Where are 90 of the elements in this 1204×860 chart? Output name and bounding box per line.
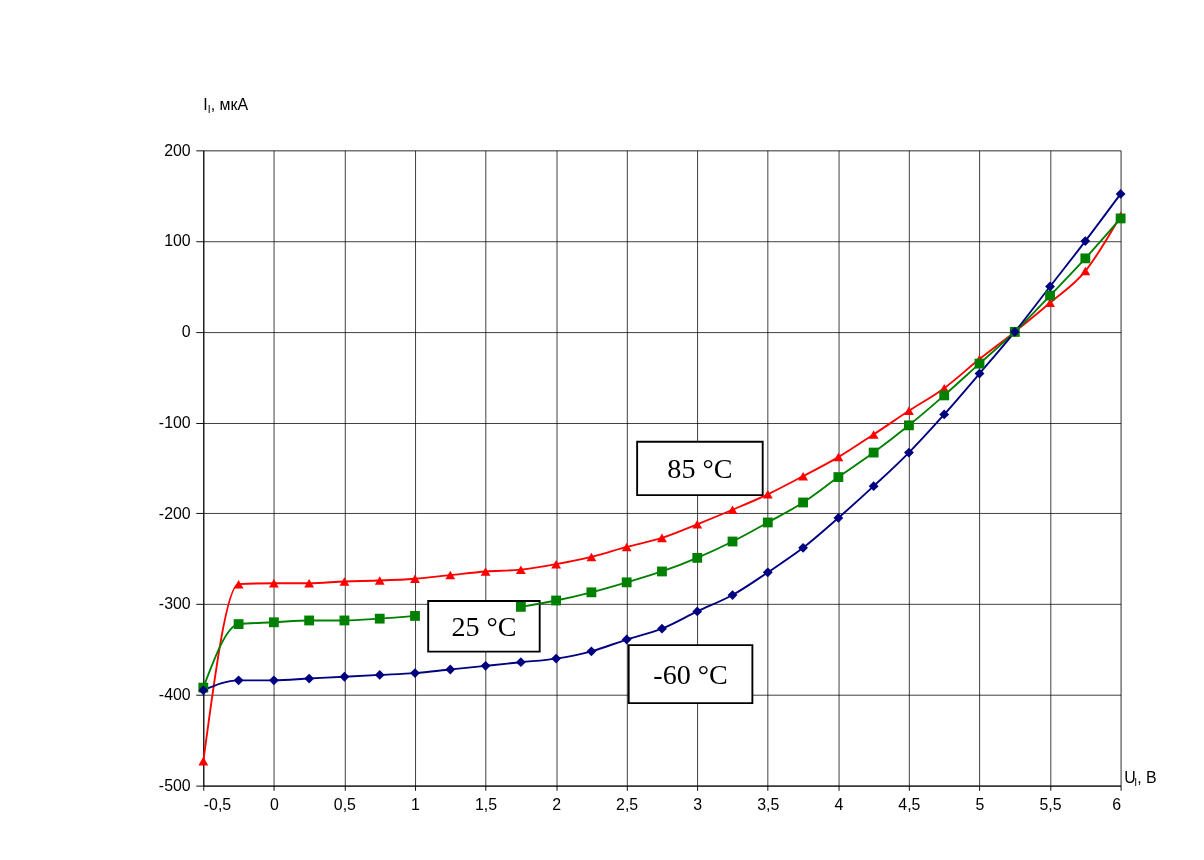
x-tick-label: 0 [269, 796, 279, 814]
point [762, 517, 773, 528]
series-label: 85 °C [667, 452, 733, 484]
x-tick-label: 1,5 [474, 796, 498, 814]
point [1115, 213, 1126, 224]
y-tick-label: -400 [158, 686, 191, 704]
point [374, 613, 385, 624]
point [445, 664, 456, 675]
point [515, 601, 526, 612]
x-tick-label: 5 [975, 796, 985, 814]
point [410, 611, 420, 621]
point [727, 505, 738, 514]
y-tick-label: 200 [164, 141, 191, 159]
point [727, 590, 738, 600]
x-tick-label: 3,5 [757, 796, 780, 814]
point [904, 420, 914, 431]
point [480, 567, 491, 576]
y-tick-label: 100 [164, 232, 191, 250]
point [762, 490, 773, 499]
point [868, 447, 879, 458]
point [233, 675, 244, 686]
point [621, 634, 632, 645]
y-tick-label: -200 [158, 504, 191, 522]
point [868, 481, 879, 492]
x-tick-label: 1 [411, 796, 421, 814]
x-tick-label: -0,5 [203, 796, 232, 814]
point [974, 368, 985, 379]
point [798, 497, 808, 508]
point [621, 577, 632, 588]
x-tick-label: 4,5 [898, 796, 921, 814]
x-tick-label: 2 [552, 796, 562, 814]
x-tick-label: 6 [1112, 796, 1122, 814]
point [551, 653, 562, 664]
x-tick-label: 0,5 [333, 796, 357, 814]
point [304, 579, 315, 588]
point [798, 542, 808, 553]
point [374, 576, 385, 585]
y-tick-label: -100 [158, 413, 191, 431]
series-label: -60 °C [653, 658, 728, 690]
series-label: 25 °C [451, 610, 517, 642]
point [268, 617, 279, 628]
point [339, 577, 350, 586]
point [586, 587, 597, 598]
point [304, 615, 315, 626]
point [304, 673, 315, 684]
x-tick-label: 5,5 [1039, 796, 1062, 814]
point [621, 542, 632, 552]
point [551, 595, 562, 606]
point [445, 570, 456, 580]
point [939, 409, 950, 420]
x-tick-label: 4 [834, 796, 844, 814]
point [268, 579, 279, 588]
y-tick-label: 0 [181, 323, 191, 341]
point [692, 552, 703, 563]
point [339, 671, 350, 682]
point [657, 566, 667, 577]
point [480, 660, 491, 671]
point [868, 430, 879, 439]
point [904, 406, 914, 416]
point [833, 472, 844, 482]
point [939, 390, 950, 401]
point [586, 552, 597, 562]
x-tick-label: 2,5 [616, 796, 639, 814]
point [904, 447, 914, 458]
point [1045, 281, 1055, 292]
y-tick-label: -300 [158, 595, 191, 613]
point [833, 452, 844, 462]
point [268, 675, 279, 686]
point [374, 670, 385, 680]
point [692, 606, 703, 617]
point [515, 657, 526, 668]
point [1080, 266, 1091, 276]
point [1115, 189, 1126, 199]
point [657, 533, 667, 543]
point [974, 358, 985, 369]
point [833, 513, 844, 523]
point [198, 756, 209, 766]
y-tick-label: -500 [158, 776, 191, 794]
point [233, 619, 244, 630]
point [410, 574, 420, 583]
point [1080, 253, 1091, 264]
point [692, 520, 703, 529]
point [762, 567, 773, 578]
point [410, 668, 420, 679]
x-tick-label: 3 [693, 796, 703, 814]
point [515, 565, 526, 574]
point [657, 623, 667, 634]
point [1080, 236, 1091, 247]
point [1045, 290, 1055, 301]
point [586, 646, 597, 657]
